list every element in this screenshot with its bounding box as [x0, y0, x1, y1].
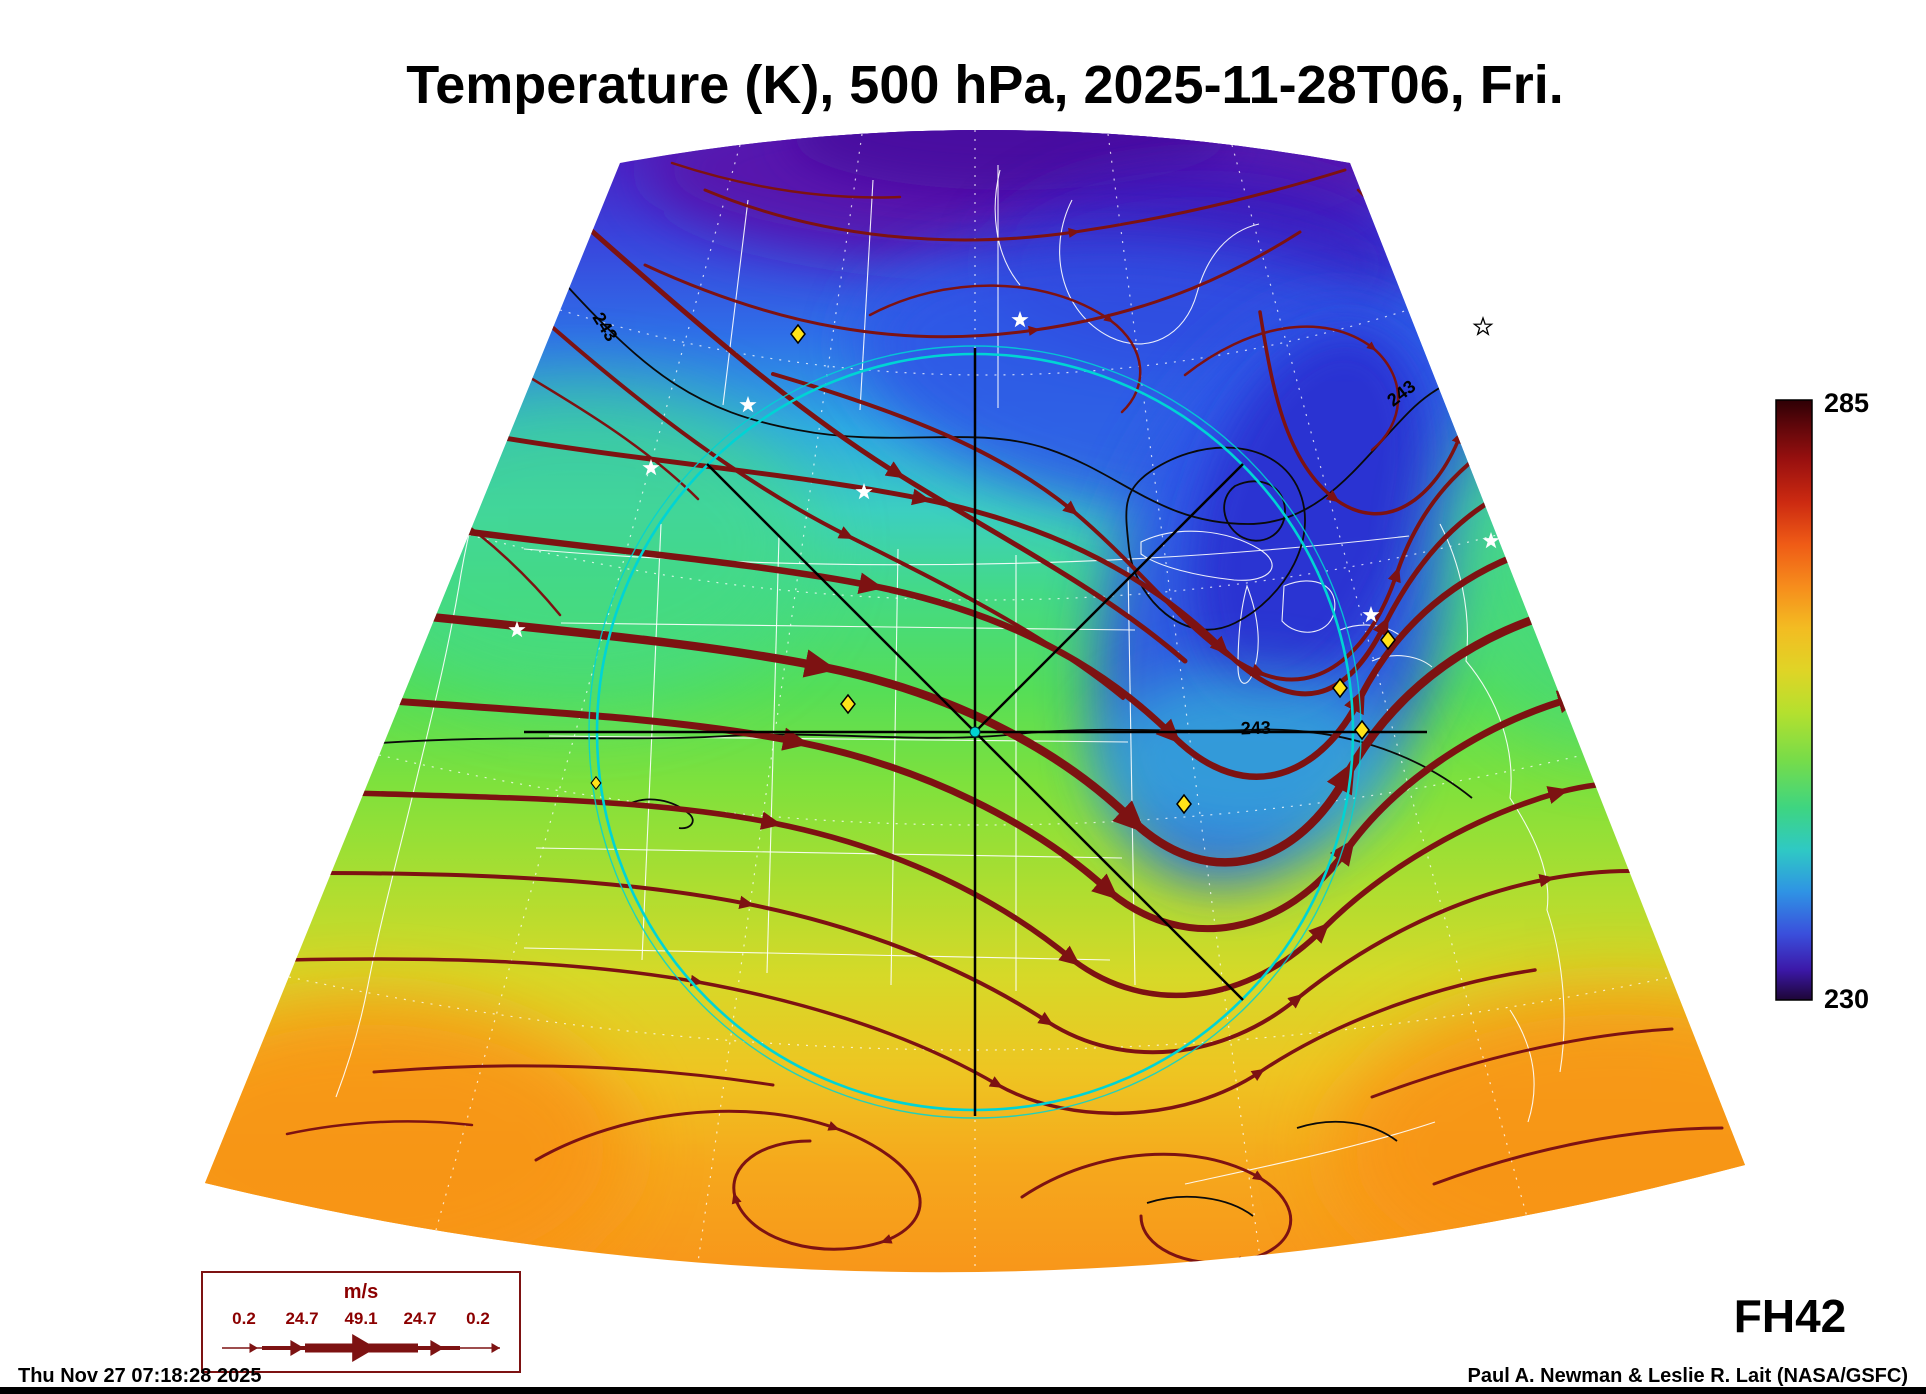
colorbar: 285 230 [1775, 388, 1869, 1014]
contour-label: 243 [1240, 717, 1271, 738]
legend-units-label: m/s [344, 1281, 378, 1303]
streamline [670, 161, 902, 199]
streamline [534, 1109, 922, 1251]
legend-arrow-scale [222, 1334, 500, 1362]
range-ring-center-dot [969, 726, 981, 738]
temperature-contour [1296, 1120, 1398, 1142]
geo-border [994, 169, 1021, 286]
streamline [1183, 325, 1400, 452]
geo-border [1059, 199, 1260, 345]
legend-arrowhead [430, 1340, 444, 1356]
graticule-line [559, 309, 1409, 376]
forecast-hour-label: FH42 [1734, 1290, 1846, 1342]
credit-text: Paul A. Newman & Leslie R. Lait (NASA/GS… [1468, 1365, 1908, 1387]
streamline [1432, 1126, 1724, 1186]
streamline [372, 1064, 775, 1087]
legend-arrowhead [249, 1343, 258, 1353]
graticule-line [378, 754, 1584, 826]
colorbar-min-label: 230 [1824, 984, 1869, 1014]
graticule-line [1231, 144, 1531, 1229]
streamline [1020, 1152, 1293, 1267]
temperature-contour [628, 798, 694, 830]
temperature-blob [1445, 345, 1745, 745]
temperature-blob [1330, 990, 1745, 1273]
streamline [1370, 1027, 1674, 1099]
temperature-blob [790, 130, 1230, 190]
legend-value: 49.1 [344, 1309, 377, 1328]
wind-speed-legend: m/s 0.2 24.7 49.1 24.7 0.2 [201, 1271, 521, 1373]
chart-title: Temperature (K), 500 hPa, 2025-11-28T06,… [406, 55, 1564, 115]
streamline [285, 1120, 474, 1136]
graticule-line [468, 534, 1498, 601]
legend-arrowhead [290, 1340, 304, 1356]
window-bottom-bar [0, 1387, 1926, 1394]
temperature-contour [567, 286, 1548, 525]
legend-arrowhead [491, 1343, 500, 1353]
star-marker-outlined [1473, 317, 1493, 335]
streamline [285, 957, 1537, 1116]
streamline [522, 372, 700, 501]
legend-value: 24.7 [285, 1309, 318, 1328]
streamline [703, 168, 1347, 242]
map-projection-area: 243 243 243 [205, 130, 1745, 1273]
timestamp-text: Thu Nov 27 07:18:28 2025 [18, 1365, 261, 1387]
crosshair-diagonal-ne [974, 463, 1244, 733]
legend-value: 0.2 [232, 1309, 256, 1328]
legend-value: 24.7 [403, 1309, 436, 1328]
streamline [771, 372, 1537, 682]
colorbar-max-label: 285 [1824, 388, 1869, 418]
streamline [868, 284, 1142, 414]
legend-value: 0.2 [466, 1309, 490, 1328]
graticule-line [697, 133, 863, 1263]
geo-border [1184, 1121, 1436, 1185]
colorbar-gradient [1775, 399, 1813, 1001]
streamline [643, 230, 1302, 339]
legend-arrowhead [352, 1334, 376, 1362]
